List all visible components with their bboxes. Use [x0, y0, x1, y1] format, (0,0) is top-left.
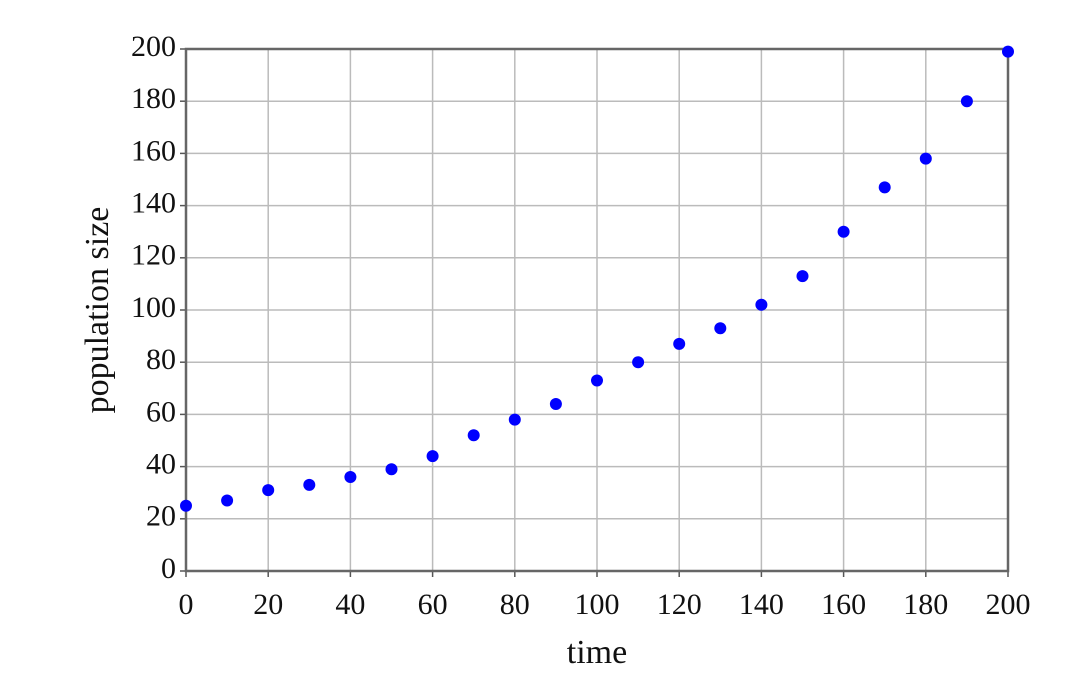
- point: [591, 374, 603, 387]
- point: [303, 478, 316, 491]
- point: [837, 225, 850, 238]
- point: [508, 413, 521, 426]
- point: [426, 450, 439, 463]
- point: [919, 152, 932, 165]
- point: [221, 494, 234, 507]
- point: [180, 499, 192, 512]
- y-tick-label: 200: [131, 30, 176, 63]
- point: [549, 397, 562, 410]
- x-tick-label: 160: [821, 588, 866, 621]
- point: [673, 337, 686, 350]
- point: [878, 181, 891, 194]
- point: [714, 322, 727, 335]
- y-tick-label: 60: [146, 395, 176, 428]
- point: [385, 463, 398, 476]
- y-tick-label: 40: [146, 447, 176, 480]
- x-tick-label: 40: [335, 588, 365, 621]
- y-tick-label: 20: [146, 500, 176, 533]
- y-tick-label: 120: [131, 239, 176, 272]
- point: [467, 429, 480, 442]
- y-tick-label: 140: [131, 186, 176, 219]
- point: [262, 484, 275, 497]
- point: [344, 471, 357, 484]
- y-tick-label: 100: [131, 291, 176, 324]
- x-tick-label: 180: [903, 588, 948, 621]
- x-tick-label: 80: [500, 588, 530, 621]
- x-tick-label: 20: [253, 588, 283, 621]
- point: [755, 298, 768, 311]
- plot-frame: [184, 47, 1010, 573]
- point: [796, 270, 809, 283]
- x-axis-title: time: [567, 634, 627, 671]
- point: [960, 95, 973, 108]
- point: [632, 356, 645, 369]
- y-tick-label: 180: [131, 82, 176, 115]
- point: [1002, 45, 1014, 58]
- y-tick-label: 0: [161, 552, 176, 585]
- y-tick-label: 80: [146, 343, 176, 376]
- x-tick-label: 140: [739, 588, 784, 621]
- x-tick-label: 120: [657, 588, 702, 621]
- x-tick-label: 0: [179, 588, 194, 621]
- y-axis-title: population size: [79, 207, 116, 414]
- y-tick-label: 160: [131, 134, 176, 167]
- x-tick-label: 200: [986, 588, 1031, 621]
- x-tick-label: 60: [418, 588, 448, 621]
- x-tick-label: 100: [575, 588, 620, 621]
